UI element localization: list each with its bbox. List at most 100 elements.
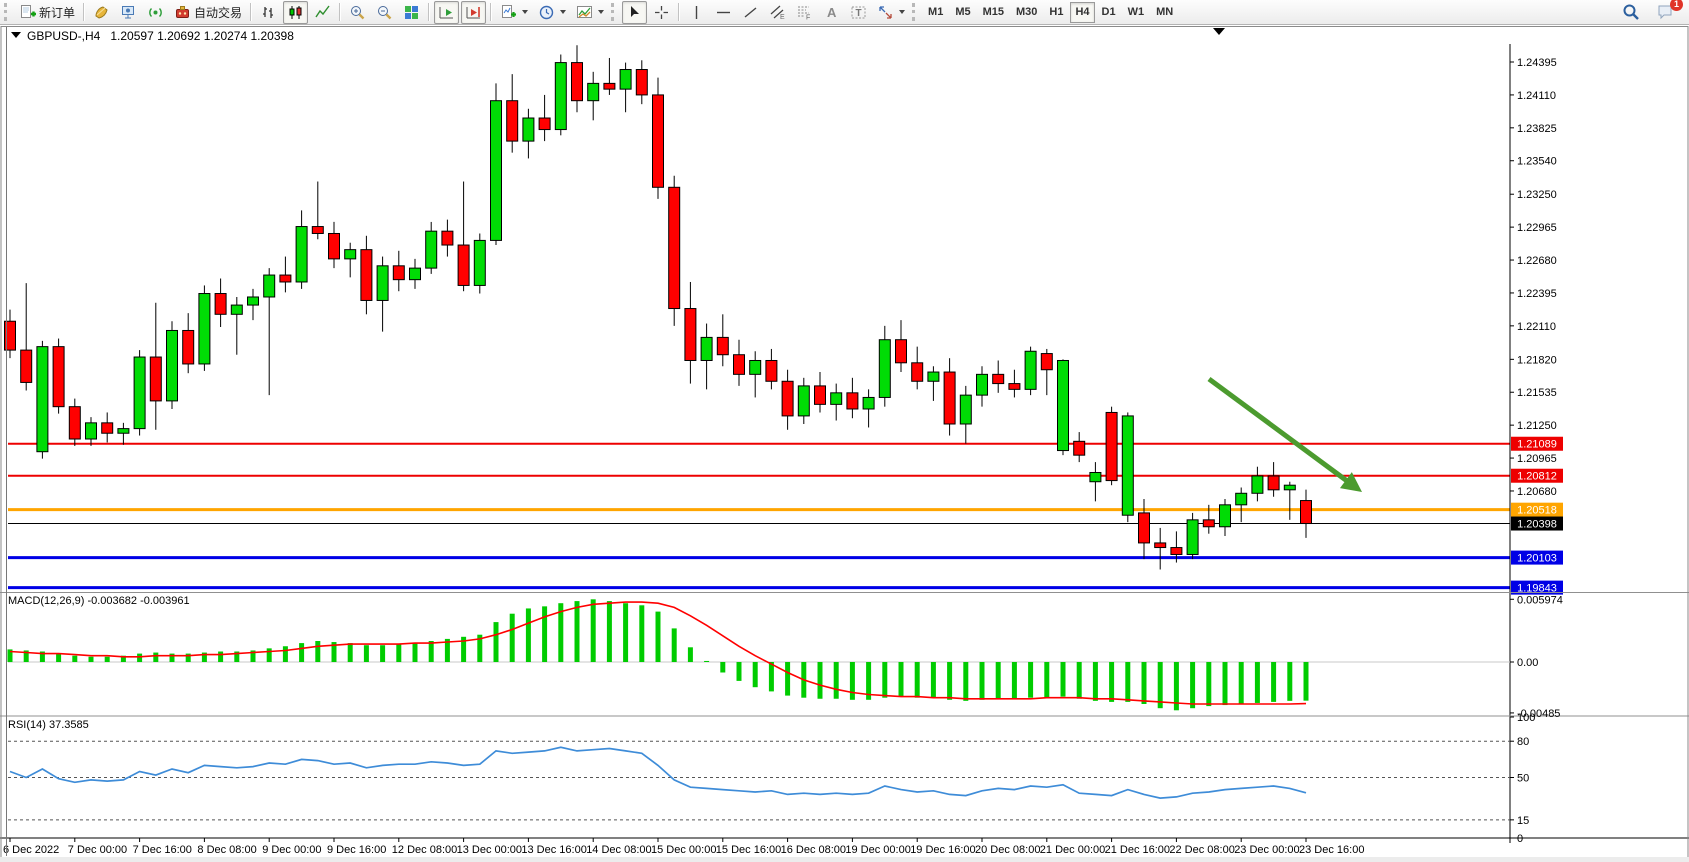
signals-button[interactable] [143, 1, 168, 24]
candle-body [149, 356, 162, 402]
candle [1235, 487, 1248, 523]
text-label-button[interactable]: T [846, 1, 871, 24]
candle-body [425, 230, 438, 269]
chart-shift-marker[interactable] [1213, 28, 1225, 35]
notifications-button[interactable]: 1 [1652, 0, 1683, 24]
candle-body [4, 320, 16, 351]
candlestick-chart-button[interactable] [283, 0, 309, 24]
line-chart-button[interactable] [310, 1, 335, 24]
price-axis-label: 1.20965 [1517, 453, 1557, 465]
macd-histogram-bar [1028, 662, 1034, 698]
macd-histogram-bar [282, 646, 288, 662]
symbol-dropdown-icon[interactable] [11, 32, 21, 38]
candle [101, 412, 114, 443]
new-order-button[interactable]: 新订单 [15, 1, 79, 24]
chart-shift-icon [465, 4, 482, 21]
cursor-button[interactable] [622, 0, 648, 24]
tab-w1[interactable]: W1 [1127, 5, 1145, 18]
arrows-button[interactable] [873, 1, 909, 24]
zoom-in-icon [349, 4, 366, 21]
equidistant-channel-button[interactable]: E [765, 1, 790, 24]
trend-arrow[interactable] [1207, 376, 1353, 486]
macd-histogram-bar [7, 649, 13, 662]
tab-h1[interactable]: H1 [1049, 5, 1064, 18]
candle [895, 320, 907, 373]
periods-button[interactable] [534, 1, 570, 24]
price-tag-label: 1.20398 [1517, 519, 1557, 531]
auto-trading-button[interactable]: 自动交易 [170, 1, 246, 24]
rsi-header: RSI(14) 37.3585 [8, 719, 89, 731]
tile-windows-button[interactable] [399, 1, 424, 24]
macd-histogram-bar [963, 662, 969, 701]
chart-shift-button[interactable] [461, 0, 487, 24]
toolbar-separator [339, 3, 342, 21]
macd-histogram-bar [1044, 662, 1050, 698]
tab-m30[interactable]: M30 [1016, 5, 1038, 18]
zoom-out-button[interactable] [372, 1, 397, 24]
candle [652, 77, 664, 199]
candle [425, 221, 438, 274]
price-pane: 1.21089 1.20812 1.20518 1.20398 1.20103 1.198… [4, 45, 1563, 595]
text-button[interactable]: A [819, 1, 844, 24]
templates-icon [576, 4, 593, 21]
candle-body [603, 82, 616, 90]
templates-button[interactable] [572, 1, 608, 24]
time-axis[interactable]: 6 Dec 2022 7 Dec 00:00 7 Dec 16:00 8 Dec 08… [0, 837, 1689, 856]
notification-badge: 1 [1670, 0, 1683, 11]
candle-body [490, 100, 502, 241]
tab-m15[interactable]: M15 [982, 5, 1004, 18]
candle-body [344, 249, 357, 260]
macd-histogram-bar [266, 648, 272, 662]
tab-m1[interactable]: M1 [928, 5, 944, 18]
candle-body [1008, 383, 1021, 390]
time-axis-label: 6 Dec 2022 [3, 844, 59, 856]
candle-body [635, 69, 648, 96]
crosshair-icon [653, 4, 670, 21]
crosshair-button[interactable] [649, 1, 674, 24]
candle-body [1089, 471, 1102, 483]
candle-body [895, 339, 907, 364]
tab-h4[interactable]: H4 [1070, 1, 1095, 23]
candle-body [927, 371, 940, 382]
auto-scroll-button[interactable] [434, 0, 460, 24]
vps-button[interactable] [116, 1, 141, 24]
candle [554, 54, 567, 136]
candle [117, 422, 130, 445]
candle [765, 348, 778, 390]
alerts-button[interactable] [89, 1, 114, 24]
trend-arrow-head[interactable] [1339, 472, 1362, 492]
tab-d1[interactable]: D1 [1101, 5, 1116, 18]
trendline-button[interactable] [738, 1, 763, 24]
search-button[interactable] [1618, 1, 1644, 24]
price-axis[interactable]: 1.24395 1.24110 1.23825 1.23540 1.23250 1.229… [1509, 44, 1557, 843]
vertical-line-button[interactable] [684, 1, 709, 24]
rsi-axis-label: 15 [1517, 815, 1529, 827]
candle-body [959, 394, 972, 425]
zoom-in-button[interactable] [345, 1, 370, 24]
fibonacci-button[interactable]: F [792, 1, 817, 24]
bar-chart-button[interactable] [256, 1, 281, 24]
indicators-button[interactable] [496, 1, 532, 24]
candle-body [668, 186, 681, 310]
macd-histogram-bar [720, 662, 726, 673]
trendline-icon [742, 4, 759, 21]
tab-mn[interactable]: MN [1156, 5, 1174, 18]
line-chart-icon [314, 4, 331, 21]
macd-histogram-bar [1173, 662, 1179, 711]
time-axis-label: 7 Dec 16:00 [133, 844, 192, 856]
auto-trading-icon [174, 4, 191, 21]
toolbar-grip[interactable] [4, 3, 10, 21]
candle [992, 360, 1005, 393]
horizontal-line-button[interactable] [711, 1, 736, 24]
toolbar-grip[interactable] [611, 3, 617, 21]
vertical-line-icon [688, 4, 705, 21]
macd-histogram-bar [477, 634, 483, 662]
candle-body [716, 336, 729, 356]
candle [814, 372, 826, 413]
cursor-icon [626, 4, 643, 21]
candle-body [587, 82, 600, 102]
toolbar-grip[interactable] [912, 3, 918, 21]
tab-m5[interactable]: M5 [955, 5, 971, 18]
price-tag-label: 1.20812 [1517, 471, 1557, 483]
